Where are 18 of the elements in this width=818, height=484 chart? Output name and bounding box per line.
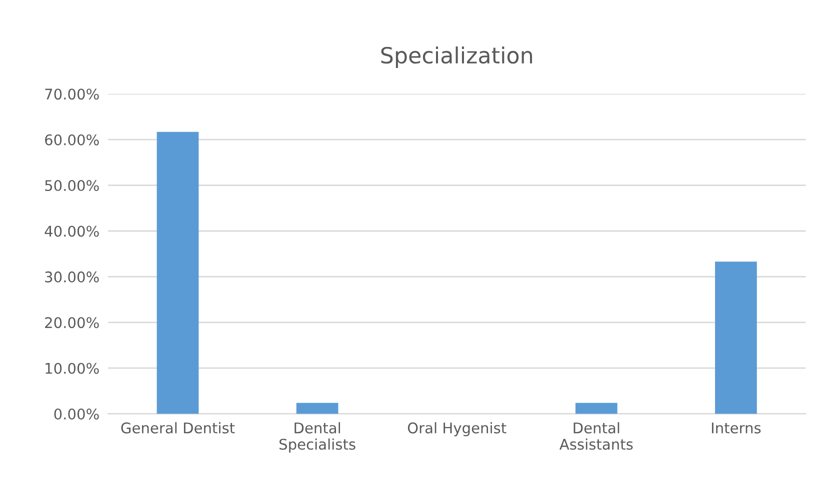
bar [156, 132, 199, 414]
bar [296, 402, 338, 414]
y-tick-label: 20.00% [45, 317, 99, 328]
chart-title: Specialization [381, 46, 532, 68]
x-tick-label: General Dentist [121, 422, 235, 434]
y-tick-label: 40.00% [44, 226, 99, 237]
bar [715, 262, 757, 414]
x-tick-label: Dental Specialists [280, 422, 356, 453]
bar [575, 402, 618, 414]
y-tick-label: 70.00% [45, 88, 99, 100]
y-tick-label: 0.00% [54, 408, 99, 420]
y-tick-label: 30.00% [45, 271, 99, 282]
y-tick-label: 60.00% [45, 134, 99, 146]
y-tick-label: 10.00% [46, 362, 99, 374]
y-tick-label: 50.00% [45, 180, 99, 192]
x-tick-label: Dental Assistants [560, 422, 633, 450]
x-tick-label: Oral Hygenist [408, 422, 506, 436]
x-tick-label: Interns [712, 422, 761, 434]
